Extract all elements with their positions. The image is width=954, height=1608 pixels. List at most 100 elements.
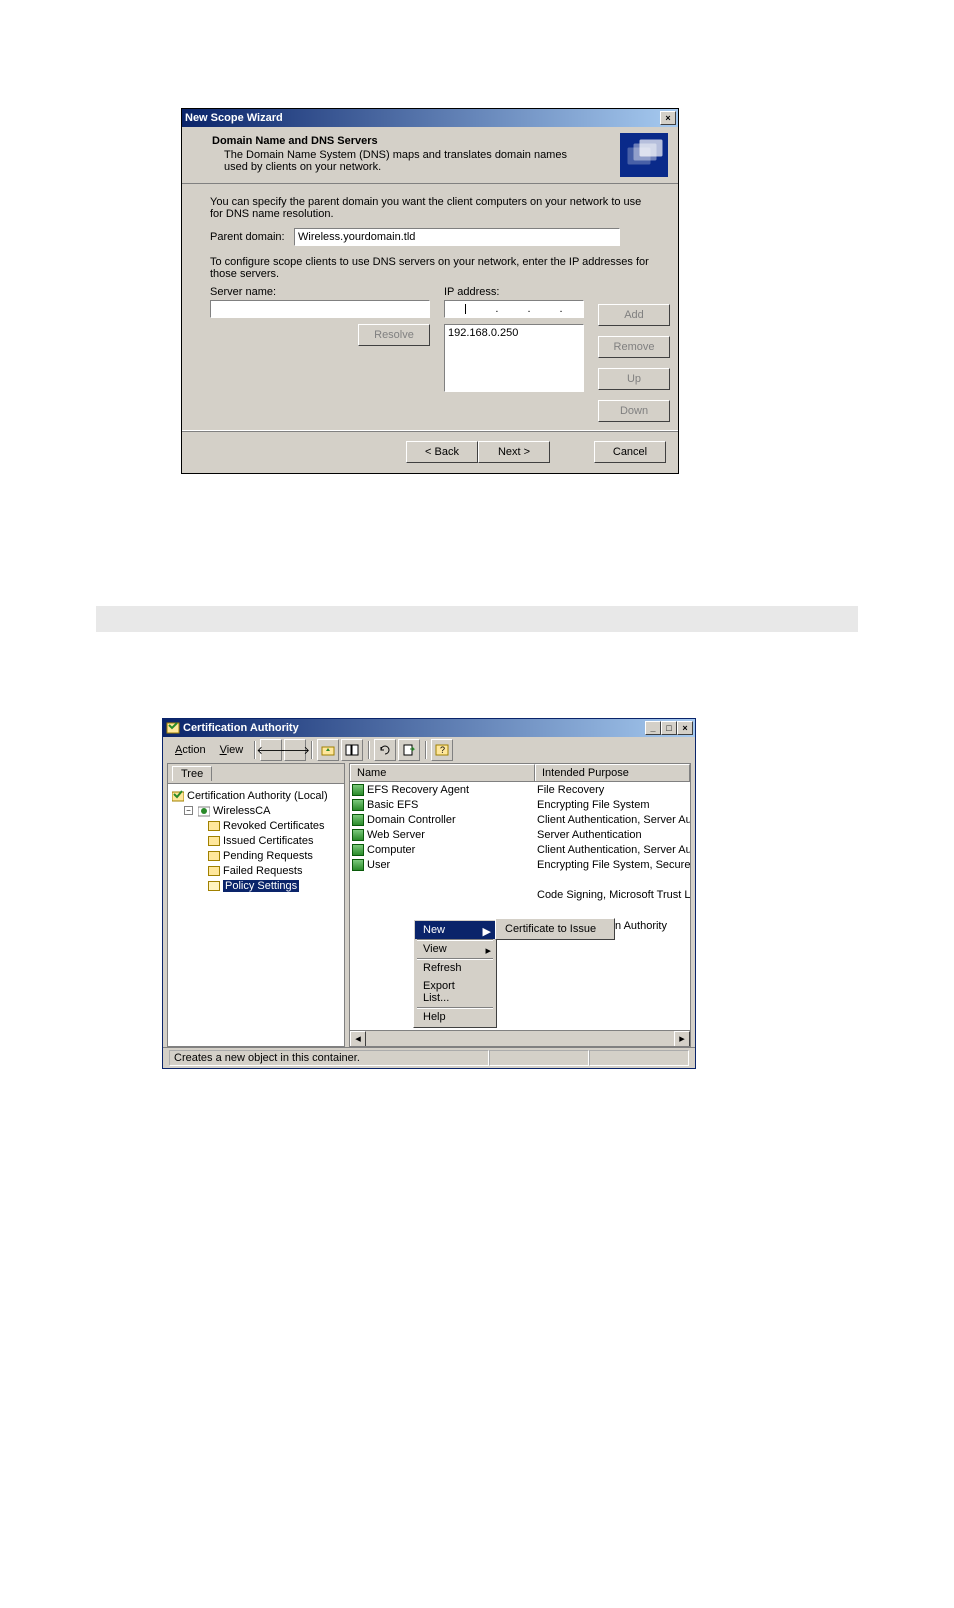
export-list-icon[interactable] (398, 739, 420, 761)
tree-pending[interactable]: Pending Requests (170, 848, 342, 863)
tree-issued[interactable]: Issued Certificates (170, 833, 342, 848)
close-icon: × (682, 723, 687, 733)
add-button[interactable]: Add (598, 304, 670, 326)
menu-separator (425, 741, 426, 759)
list-row[interactable] (350, 872, 690, 887)
scroll-left-icon[interactable]: ◂ (350, 1031, 366, 1047)
tree-item-label: Revoked Certificates (223, 820, 325, 832)
list-row[interactable]: Domain Controller Client Authentication, … (350, 812, 690, 827)
next-button[interactable]: Next > (478, 441, 550, 463)
scroll-right-icon[interactable]: ▸ (674, 1031, 690, 1047)
ip-address-label: IP address: (444, 286, 584, 298)
list-header: Name Intended Purpose (350, 764, 690, 782)
ctx-new-label: New (423, 924, 445, 936)
cell-purpose: Server Authentication (535, 829, 690, 841)
list-row[interactable]: UserEncrypting File System, Secure Email… (350, 857, 690, 872)
tree-item-label: Issued Certificates (223, 835, 313, 847)
col-header-purpose[interactable]: Intended Purpose (535, 764, 690, 781)
submenu-arrow-icon: ▶ (483, 925, 491, 938)
ctx-new[interactable]: New ▶ (415, 921, 495, 939)
close-button[interactable]: × (677, 721, 693, 735)
wizard-titlebar[interactable]: New Scope Wizard × (182, 109, 678, 127)
tree-ca-label: WirelessCA (213, 805, 270, 817)
ctx-view[interactable]: View ▸ (415, 940, 495, 958)
statusbar: Creates a new object in this container. (163, 1047, 695, 1068)
svg-text:?: ? (440, 745, 445, 755)
mmc-titlebar[interactable]: Certification Authority _ □ × (163, 719, 695, 737)
cell-name-text: Domain Controller (367, 814, 456, 826)
forward-icon[interactable]: 🡒 (284, 739, 306, 761)
menu-view-label: iew (227, 744, 244, 756)
up-folder-icon[interactable] (317, 739, 339, 761)
show-hide-tree-icon[interactable] (341, 739, 363, 761)
tree-panel: Tree Certification Authority (Local) − W… (167, 763, 345, 1047)
wizard-footer: < Back Next > Cancel (182, 430, 678, 473)
mmc-body: Tree Certification Authority (Local) − W… (163, 763, 695, 1047)
tree-policy[interactable]: Policy Settings (170, 878, 342, 893)
folder-icon (208, 836, 220, 846)
cell-name: EFS Recovery Agent (350, 784, 535, 796)
list-row[interactable]: Code Signing, Microsoft Trust List Signi (350, 887, 690, 902)
refresh-icon[interactable] (374, 739, 396, 761)
cell-purpose: Client Authentication, Server Authentic (535, 814, 690, 826)
certification-authority-window: Certification Authority _ □ × Action Vie… (162, 718, 696, 1069)
cell-purpose: Encrypting File System (535, 799, 690, 811)
col-header-name[interactable]: Name (350, 764, 535, 781)
tree-ca-node[interactable]: − WirelessCA (170, 803, 342, 818)
cell-purpose: File Recovery (535, 784, 690, 796)
ctx-export-label: Export List... (423, 980, 455, 1004)
ip-list[interactable]: 192.168.0.250 (444, 324, 584, 392)
maximize-button[interactable]: □ (661, 721, 677, 735)
up-button[interactable]: Up (598, 368, 670, 390)
context-submenu: Certificate to Issue (495, 918, 615, 940)
cell-name-text: Web Server (367, 829, 425, 841)
cell-name: Domain Controller (350, 814, 535, 826)
cell-name: Web Server (350, 829, 535, 841)
ip-list-item[interactable]: 192.168.0.250 (448, 327, 580, 339)
cell-name-text: EFS Recovery Agent (367, 784, 469, 796)
menu-view[interactable]: View (214, 743, 250, 757)
cancel-button-label: Cancel (613, 446, 647, 458)
help-icon[interactable]: ? (431, 739, 453, 761)
list-row[interactable]: Web Server Server Authentication (350, 827, 690, 842)
overlay-row-text: n Authority (615, 920, 667, 932)
horizontal-scrollbar[interactable]: ◂ ▸ (350, 1030, 690, 1046)
ctx-help[interactable]: Help (415, 1008, 495, 1026)
ctx-refresh[interactable]: Refresh (415, 959, 495, 977)
new-scope-wizard-dialog: New Scope Wizard × Domain Name and DNS S… (181, 108, 679, 474)
ip-cursor (465, 304, 466, 314)
ip-dot: . (559, 303, 562, 315)
close-button[interactable]: × (660, 111, 676, 125)
ctx-export[interactable]: Export List... (415, 977, 495, 1007)
server-name-input[interactable] (210, 300, 430, 318)
submenu-arrow-icon: ▸ (485, 944, 491, 957)
ip-address-input[interactable]: . . . (444, 300, 584, 318)
list-row[interactable]: Basic EFSEncrypting File System (350, 797, 690, 812)
list-row[interactable]: EFS Recovery Agent File Recovery (350, 782, 690, 797)
certificate-icon (352, 829, 364, 841)
tree-root[interactable]: Certification Authority (Local) (170, 788, 342, 803)
tree-revoked[interactable]: Revoked Certificates (170, 818, 342, 833)
collapse-icon[interactable]: − (184, 806, 193, 815)
parent-domain-input[interactable] (294, 228, 620, 246)
resolve-button[interactable]: Resolve (358, 324, 430, 346)
certificate-icon (352, 784, 364, 796)
tree: Certification Authority (Local) − Wirele… (168, 784, 344, 1046)
cancel-button[interactable]: Cancel (594, 441, 666, 463)
minimize-button[interactable]: _ (645, 721, 661, 735)
dns-icon (620, 133, 668, 177)
certificate-icon (352, 859, 364, 871)
down-button[interactable]: Down (598, 400, 670, 422)
tree-tab[interactable]: Tree (172, 766, 212, 781)
sub-cert-to-issue[interactable]: Certificate to Issue (497, 920, 613, 938)
server-name-label: Server name: (210, 286, 430, 298)
wizard-body: You can specify the parent domain you wa… (182, 184, 678, 430)
remove-button-label: Remove (614, 341, 655, 353)
list-row[interactable]: ComputerClient Authentication, Server Au… (350, 842, 690, 857)
remove-button[interactable]: Remove (598, 336, 670, 358)
ctx-help-label: Help (423, 1011, 446, 1023)
tree-failed[interactable]: Failed Requests (170, 863, 342, 878)
menu-action[interactable]: Action (169, 743, 212, 757)
back-icon[interactable]: 🡐 (260, 739, 282, 761)
back-button[interactable]: < Back (406, 441, 478, 463)
